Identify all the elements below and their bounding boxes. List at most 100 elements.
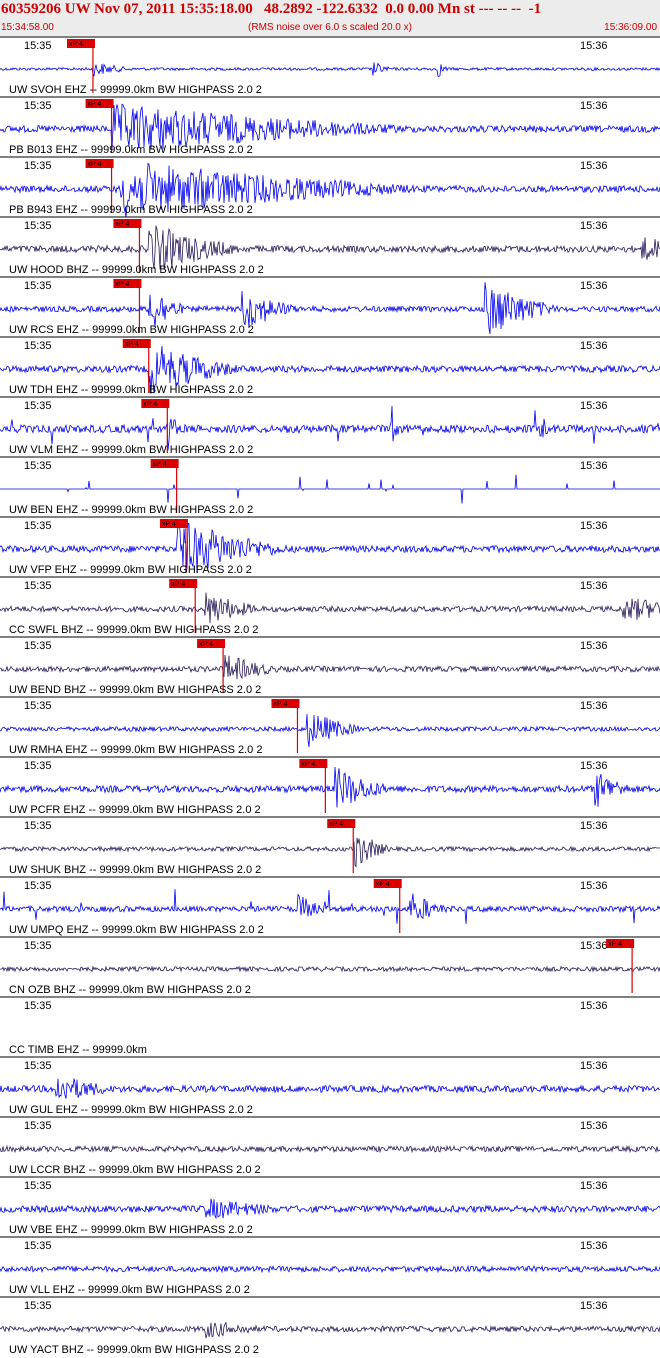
station-label: UW RMHA EHZ -- 99999.0km BW HIGHPASS 2.0… <box>9 744 262 756</box>
station-label: UW RCS EHZ -- 99999.0km BW HIGHPASS 2.0 … <box>9 324 254 336</box>
station-label: UW BEN EHZ -- 99999.0km BW HIGHPASS 2.0 … <box>9 504 253 516</box>
tick-label: 15:36 <box>580 160 608 172</box>
pick-flag <box>197 639 226 648</box>
waveform-trace <box>0 1321 660 1339</box>
tick-label: 15:36 <box>580 940 608 952</box>
waveform-trace <box>0 654 660 680</box>
pick-flag <box>373 879 402 888</box>
waveform-trace <box>0 405 660 451</box>
station-label: CC SWFL BHZ -- 99999.0km BW HIGHPASS 2.0… <box>9 624 258 636</box>
pick-label: xP 4 <box>329 821 343 828</box>
pick-flag <box>85 159 114 168</box>
tick-label: 15:35 <box>24 1120 52 1132</box>
tick-label: 15:35 <box>24 460 52 472</box>
tick-label: 15:35 <box>24 100 52 112</box>
tick-label: 15:35 <box>24 400 52 412</box>
tick-label: 15:36 <box>580 280 608 292</box>
pick-flag <box>606 939 635 948</box>
station-label: UW GUL EHZ -- 99999.0km BW HIGHPASS 2.0 … <box>9 1104 253 1116</box>
tick-label: 15:35 <box>24 520 52 532</box>
tick-label: 15:35 <box>24 1180 52 1192</box>
pick-flag <box>327 819 356 828</box>
tick-label: 15:35 <box>24 640 52 652</box>
station-label: UW SVOH EHZ -- 99999.0km BW HIGHPASS 2.0… <box>9 84 262 96</box>
tick-label: 15:35 <box>24 160 52 172</box>
station-label: UW TDH EHZ -- 99999.0km BW HIGHPASS 2.0 … <box>9 384 253 396</box>
pick-flag <box>66 39 95 48</box>
tick-label: 15:36 <box>580 700 608 712</box>
waveform-trace <box>0 1264 660 1274</box>
pick-label: xP 4 <box>199 641 213 648</box>
waveform-trace <box>0 837 660 868</box>
tick-label: 15:36 <box>580 100 608 112</box>
tick-label: 15:35 <box>24 220 52 232</box>
waveform-trace <box>0 62 660 77</box>
station-label: UW HOOD BHZ -- 99999.0km BW HIGHPASS 2.0… <box>9 264 264 276</box>
tick-label: 15:35 <box>24 40 52 52</box>
pick-label: xP 4 <box>376 881 390 888</box>
station-label: PB B013 EHZ -- 99999.0km BW HIGHPASS 2.0… <box>9 144 253 156</box>
waveform-trace <box>0 714 660 747</box>
tick-label: 15:36 <box>580 400 608 412</box>
waveform-trace <box>0 1078 660 1099</box>
tick-label: 15:36 <box>580 1300 608 1312</box>
station-label: UW VBE EHZ -- 99999.0km BW HIGHPASS 2.0 … <box>9 1224 253 1236</box>
tick-label: 15:36 <box>580 640 608 652</box>
pick-label: xP 4 <box>115 281 129 288</box>
waveform-trace <box>0 520 660 573</box>
station-label: UW SHUK BHZ -- 99999.0km BW HIGHPASS 2.0… <box>9 864 261 876</box>
tick-label: 15:36 <box>580 1240 608 1252</box>
record-header: 60359206 UW Nov 07, 2011 15:35:18.00 48.… <box>0 0 660 36</box>
pick-flag <box>299 759 328 768</box>
waveform-trace <box>0 965 660 973</box>
start-time: 15:34:58.00 <box>1 22 54 33</box>
tick-label: 15:35 <box>24 280 52 292</box>
pick-label: xP 4 <box>88 101 102 108</box>
pick-flag <box>113 279 142 288</box>
pick-flag <box>159 519 188 528</box>
tick-label: 15:35 <box>24 580 52 592</box>
tick-label: 15:36 <box>580 220 608 232</box>
tick-label: 15:36 <box>580 460 608 472</box>
pick-flag <box>85 99 114 108</box>
station-label: UW VFP EHZ -- 99999.0km BW HIGHPASS 2.0 … <box>9 564 252 576</box>
tick-label: 15:35 <box>24 1240 52 1252</box>
tick-label: 15:35 <box>24 700 52 712</box>
waveform-trace <box>0 1198 660 1220</box>
pick-flag <box>113 219 142 228</box>
tick-label: 15:36 <box>580 340 608 352</box>
waveform-trace <box>0 162 660 217</box>
waveform-trace <box>0 889 660 924</box>
pick-label: xP 4 <box>69 41 83 48</box>
tick-label: 15:36 <box>580 520 608 532</box>
tick-label: 15:35 <box>24 1000 52 1012</box>
pick-flag <box>122 339 151 348</box>
station-label: UW VLL EHZ -- 99999.0km BW HIGHPASS 2.0 … <box>9 1284 250 1296</box>
tick-label: 15:35 <box>24 880 52 892</box>
tick-label: 15:35 <box>24 1300 52 1312</box>
station-label: PB B943 EHZ -- 99999.0km BW HIGHPASS 2.0… <box>9 204 253 216</box>
tick-label: 15:36 <box>580 760 608 772</box>
tick-label: 15:36 <box>580 820 608 832</box>
station-label: UW PCFR EHZ -- 99999.0km BW HIGHPASS 2.0… <box>9 804 261 816</box>
tick-label: 15:36 <box>580 880 608 892</box>
tick-label: 15:36 <box>580 1180 608 1192</box>
end-time: 15:36:09.00 <box>604 22 657 33</box>
tick-label: 15:36 <box>580 1120 608 1132</box>
pick-flag <box>271 699 300 708</box>
pick-label: xP 4 <box>88 161 102 168</box>
waveform-trace <box>0 474 660 504</box>
station-label: CC TIMB EHZ -- 99999.0km <box>9 1044 147 1056</box>
pick-label: xP 4 <box>162 521 176 528</box>
pick-label: xP 4 <box>608 941 622 948</box>
rms-note: (RMS noise over 6.0 s scaled 20.0 x) <box>248 22 412 33</box>
tick-label: 15:36 <box>580 1060 608 1072</box>
tick-label: 15:36 <box>580 1000 608 1012</box>
pick-flag <box>141 399 170 408</box>
tick-label: 15:35 <box>24 1060 52 1072</box>
waveform-trace <box>0 103 660 150</box>
station-label: UW VLM EHZ -- 99999.0km BW HIGHPASS 2.0 … <box>9 444 253 456</box>
event-title: 60359206 UW Nov 07, 2011 15:35:18.00 48.… <box>1 1 542 17</box>
station-label: CN OZB BHZ -- 99999.0km BW HIGHPASS 2.0 … <box>9 984 251 996</box>
station-label: UW LCCR BHZ -- 99999.0km BW HIGHPASS 2.0… <box>9 1164 261 1176</box>
